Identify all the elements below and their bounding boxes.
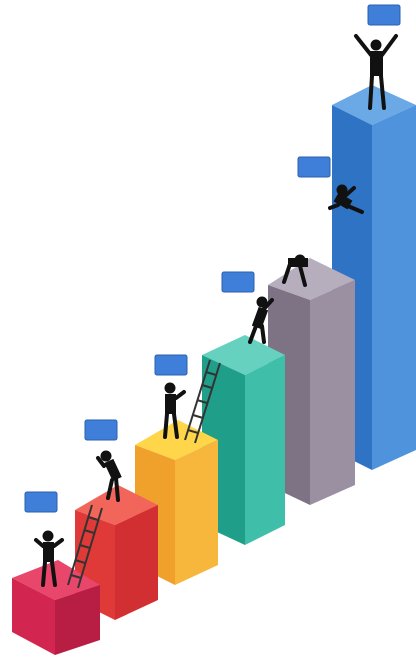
speech-bubbles (24, 4, 401, 513)
person (96, 450, 122, 502)
face-right (115, 505, 158, 620)
face-right (310, 280, 355, 505)
person (328, 184, 364, 214)
face-top (332, 85, 416, 125)
bubble (367, 4, 401, 26)
ladder (184, 359, 221, 444)
bar-orange (135, 420, 218, 585)
person (248, 296, 274, 344)
people (34, 34, 398, 587)
face-top (75, 485, 158, 525)
person (354, 34, 398, 110)
face-right (55, 585, 100, 655)
ladder (67, 504, 103, 589)
bubble (24, 491, 58, 513)
face-right (175, 440, 218, 585)
person (282, 254, 308, 287)
person (34, 530, 64, 587)
bubble (297, 156, 331, 178)
ladders (67, 359, 221, 589)
bubble (84, 419, 118, 441)
face-top (202, 335, 285, 375)
bubble (154, 354, 188, 376)
face-right (372, 105, 416, 470)
face-top (135, 420, 218, 460)
face-left (12, 578, 55, 655)
face-right (245, 355, 285, 545)
face-top (268, 258, 355, 300)
person (163, 382, 186, 439)
bubble (221, 271, 255, 293)
